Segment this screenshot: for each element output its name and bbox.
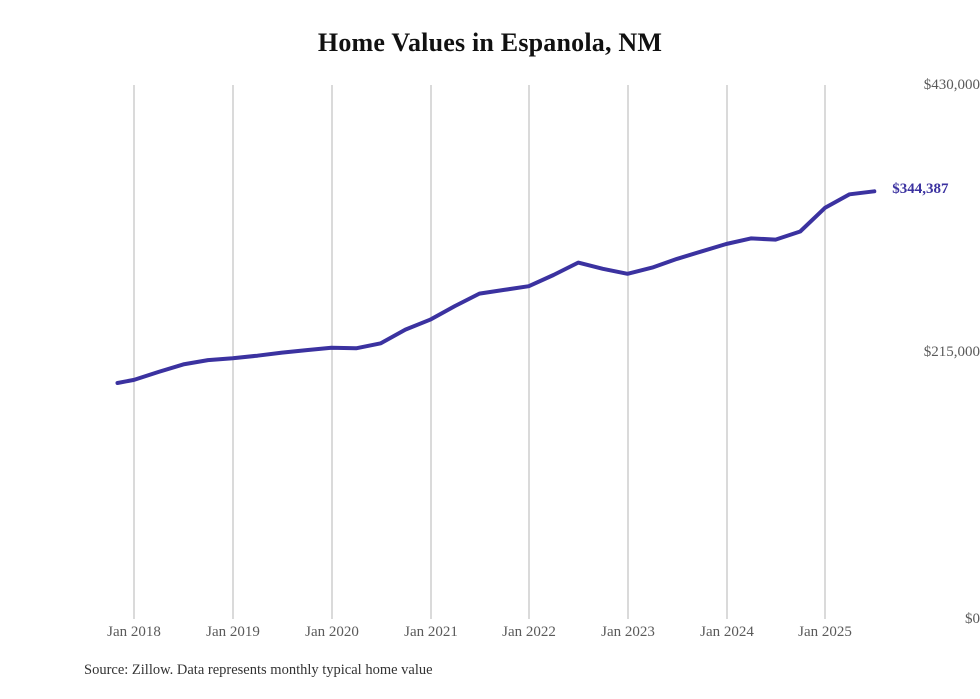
x-axis-tick-label-2018: Jan 2018 xyxy=(107,624,161,640)
x-axis-tick-label-2023: Jan 2023 xyxy=(601,624,655,640)
x-axis-tick-label-2019: Jan 2019 xyxy=(206,624,260,640)
gridlines xyxy=(133,85,826,619)
y-axis-tick-label-mid: $215,000 xyxy=(923,344,980,360)
x-axis-tick-label-2021: Jan 2021 xyxy=(404,624,458,640)
x-axis-tick-label-2024: Jan 2024 xyxy=(700,624,754,640)
x-axis-tick-label-2020: Jan 2020 xyxy=(305,624,359,640)
x-axis-tick-label-2025: Jan 2025 xyxy=(798,624,852,640)
y-axis-tick-label-top: $430,000 xyxy=(923,77,980,93)
page-title: Home Values in Espanola, NM xyxy=(317,28,663,57)
data-series-line xyxy=(115,189,877,385)
source-note: Source: Zillow. Data represents monthly … xyxy=(84,662,433,678)
x-axis-tick-label-2022: Jan 2022 xyxy=(502,624,556,640)
y-axis-tick-label-bottom: $0 xyxy=(965,611,980,627)
end-value-annotation: $344,387 xyxy=(892,181,949,198)
